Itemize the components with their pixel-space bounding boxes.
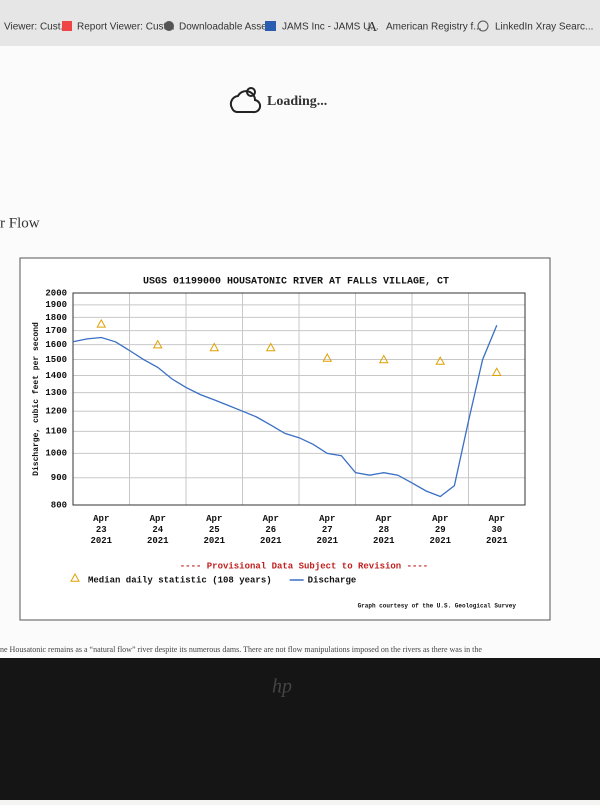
bookmark[interactable]: Downloadable Assets bbox=[179, 22, 275, 33]
sun bbox=[246, 87, 256, 97]
median-marker bbox=[435, 356, 446, 365]
y-tick-label: 1300 bbox=[45, 388, 67, 398]
chart-title: USGS 01199000 HOUSATONIC RIVER AT FALLS … bbox=[143, 277, 449, 288]
discharge-line bbox=[72, 324, 498, 498]
y-tick-label: 1200 bbox=[45, 407, 67, 417]
legend-marker bbox=[70, 572, 80, 582]
median-marker bbox=[96, 318, 107, 328]
x-tick-label: Apr 23 2021 bbox=[90, 514, 112, 546]
x-tick-label: Apr 24 2021 bbox=[147, 514, 169, 546]
median-marker bbox=[152, 339, 163, 349]
plot-border bbox=[72, 292, 526, 506]
median-marker bbox=[209, 342, 220, 352]
x-tick-label: Apr 25 2021 bbox=[203, 514, 225, 546]
loading-icon bbox=[229, 87, 262, 114]
x-tick-label: Apr 29 2021 bbox=[429, 514, 451, 546]
notice: ---- Provisional Data Subject to Revisio… bbox=[180, 561, 428, 571]
monitor-bezel bbox=[0, 658, 600, 800]
bookmarks: Viewer: Cust... Report Viewer: Cust... D… bbox=[4, 20, 593, 35]
y-tick-label: 800 bbox=[51, 500, 67, 510]
bookmark-icon bbox=[164, 21, 174, 31]
legend-label: Median daily statistic (108 years) bbox=[88, 575, 272, 585]
loading-text: Loading... bbox=[267, 94, 327, 109]
bookmark[interactable]: LinkedIn Xray Searc... bbox=[495, 22, 593, 33]
bezel-logo: hp bbox=[272, 676, 292, 698]
bookmark[interactable]: JAMS Inc - JAMS U... bbox=[282, 22, 379, 33]
bookmark[interactable]: Report Viewer: Cust... bbox=[77, 22, 175, 33]
y-tick-label: 1800 bbox=[45, 313, 67, 323]
bookmark-icon bbox=[265, 21, 276, 31]
bookmark-icon bbox=[62, 21, 72, 31]
section-heading: r Flow bbox=[0, 215, 40, 231]
y-tick-label: 2000 bbox=[45, 288, 67, 298]
x-tick-label: Apr 30 2021 bbox=[486, 514, 508, 546]
x-tick-label: Apr 26 2021 bbox=[260, 514, 282, 546]
y-tick-label: 1900 bbox=[45, 300, 67, 310]
y-tick-label: 900 bbox=[51, 473, 67, 483]
median-marker bbox=[378, 354, 389, 364]
bookmark[interactable]: American Registry f... bbox=[386, 22, 482, 33]
median-marker bbox=[322, 352, 333, 362]
y-tick-label: 1500 bbox=[45, 355, 67, 365]
bookmarks-bar bbox=[0, 0, 600, 46]
y-tick-label: 1100 bbox=[45, 427, 67, 437]
bookmark[interactable]: Viewer: Cust... bbox=[4, 22, 69, 33]
y-axis-label: Discharge, cubic feet per second bbox=[32, 322, 41, 476]
median-marker bbox=[265, 342, 276, 352]
y-tick-label: 1600 bbox=[45, 340, 67, 350]
chart: USGS 01199000 HOUSATONIC RIVER AT FALLS … bbox=[32, 277, 526, 610]
credit: Graph courtesy of the U.S. Geological Su… bbox=[358, 603, 517, 610]
x-tick-label: Apr 28 2021 bbox=[373, 514, 395, 546]
bookmark-icon: A bbox=[367, 20, 378, 35]
body-text: ne Housatonic remains as a “natural flow… bbox=[0, 645, 482, 654]
bookmark-icon bbox=[477, 20, 489, 32]
y-tick-label: 1400 bbox=[45, 371, 67, 381]
cloud bbox=[229, 90, 262, 114]
median-marker bbox=[491, 367, 502, 376]
legend-label: Discharge bbox=[308, 575, 357, 585]
y-tick-label: 1700 bbox=[45, 326, 67, 336]
x-tick-label: Apr 27 2021 bbox=[316, 514, 338, 546]
y-tick-label: 1000 bbox=[45, 449, 67, 459]
